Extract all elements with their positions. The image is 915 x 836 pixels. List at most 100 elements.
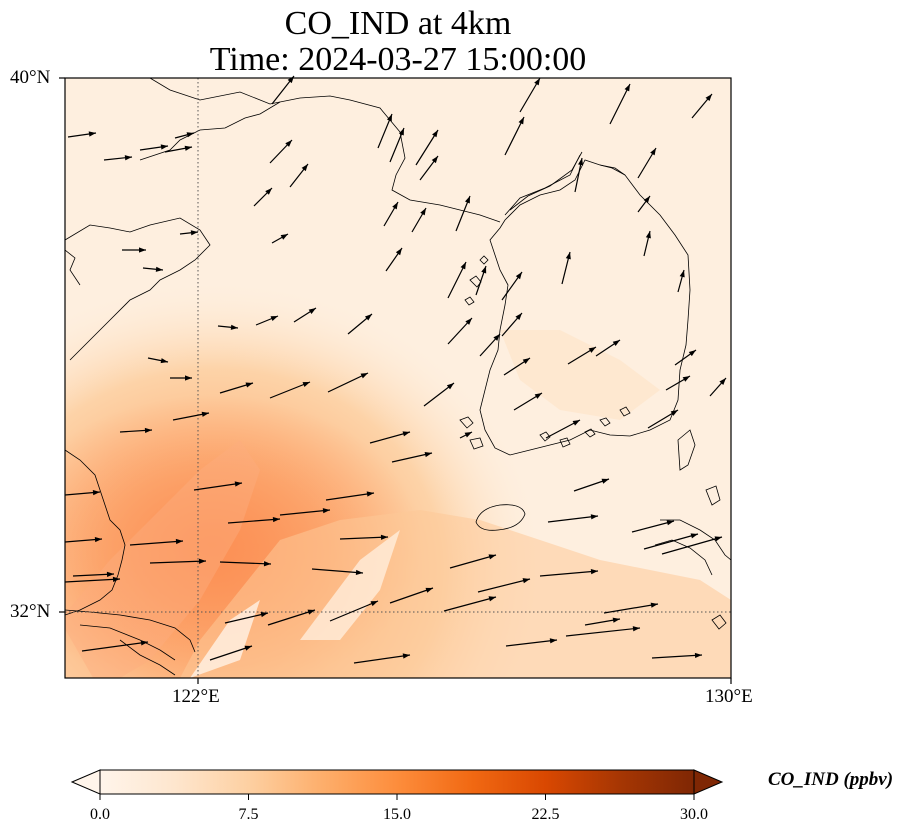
wind-arrowhead: [184, 145, 192, 151]
wind-arrowhead: [186, 132, 194, 138]
wind-arrowhead: [549, 638, 557, 644]
wind-arrowhead: [201, 411, 209, 417]
wind-arrowhead: [688, 350, 696, 357]
wind-arrowhead: [392, 202, 398, 210]
wind-arrowhead: [307, 609, 315, 615]
wind-arrowhead: [534, 78, 540, 86]
wind-vectors: [64, 75, 727, 664]
wind-arrowhead: [670, 410, 678, 416]
wind-arrowhead: [308, 308, 316, 314]
wind-arrowhead: [302, 382, 310, 388]
wind-arrowhead: [260, 612, 268, 618]
wind-arrow: [477, 578, 531, 593]
wind-arrow: [209, 645, 253, 661]
wind-arrowhead: [666, 520, 674, 526]
colorbar-label: CO_IND (ppbv): [768, 769, 894, 790]
wind-arrowhead: [106, 571, 114, 577]
wind-arrowhead: [139, 247, 146, 253]
wind-arrowhead: [380, 534, 388, 540]
map-title-line1: CO_IND at 4km: [284, 5, 512, 42]
wind-arrowhead: [244, 645, 252, 651]
concentration-field: [65, 78, 731, 678]
wind-arrow: [389, 587, 434, 604]
wind-arrow: [279, 509, 331, 516]
wind-arrowhead: [280, 234, 288, 240]
wind-arrow: [505, 639, 558, 647]
wind-arrowhead: [420, 208, 426, 216]
wind-arrowhead: [719, 378, 726, 385]
wind-arrowhead: [578, 158, 584, 166]
wind-arrowhead: [395, 248, 402, 256]
wind-arrowhead: [366, 491, 374, 497]
wind-arrowhead: [301, 164, 308, 172]
wind-arrowhead: [402, 431, 410, 437]
wind-arrowhead: [112, 576, 120, 582]
wind-arrowhead: [398, 128, 404, 136]
wind-arrowhead: [386, 114, 392, 122]
wind-arrowhead: [590, 569, 598, 575]
map-title-line2: Time: 2024-03-27 15:00:00: [209, 41, 587, 78]
gridlines: [65, 78, 731, 678]
wind-arrowhead: [632, 626, 640, 632]
wind-arrow: [547, 515, 599, 523]
wind-arrow: [149, 560, 207, 564]
wind-arrow: [224, 612, 269, 624]
wind-arrowhead: [612, 617, 620, 623]
wind-arrowhead: [624, 84, 630, 92]
wind-arrowhead: [245, 382, 253, 388]
wind-arrowhead: [424, 452, 432, 458]
wind-arrowhead: [522, 578, 530, 584]
wind-arrowhead: [94, 536, 102, 543]
wind-arrowhead: [481, 266, 487, 274]
wind-arrowhead: [370, 601, 378, 607]
wind-arrow: [651, 654, 703, 659]
wind-arrow: [219, 561, 272, 565]
wind-arrowhead: [402, 653, 410, 659]
lat-label-32n: 32°N: [10, 601, 51, 622]
colorbar-tick-0: 0.0: [90, 806, 110, 823]
wind-arrow: [449, 554, 497, 569]
wind-arrowhead: [460, 262, 466, 270]
wind-arrow: [64, 578, 121, 583]
wind-arrow: [269, 381, 311, 399]
wind-arrowhead: [263, 561, 271, 567]
wind-arrowhead: [518, 117, 524, 125]
lon-label-122e: 122°E: [172, 686, 220, 707]
wind-arrowhead: [272, 516, 280, 523]
wind-arrowhead: [144, 427, 152, 434]
wind-arrow: [504, 116, 525, 156]
wind-arrowhead: [270, 316, 278, 322]
wind-arrowhead: [650, 148, 656, 156]
wind-arrowhead: [160, 358, 168, 364]
wind-arrowhead: [645, 231, 651, 239]
wind-arrowhead: [534, 393, 542, 399]
wind-arrowhead: [488, 554, 496, 560]
wind-arrowhead: [360, 373, 368, 379]
wind-arrowhead: [515, 313, 522, 320]
wind-arrow: [661, 536, 723, 555]
wind-arrowhead: [431, 156, 438, 164]
lon-label-130e: 130°E: [705, 686, 753, 707]
wind-arrowhead: [572, 420, 580, 426]
colorbar-tick-4: 30.0: [680, 806, 708, 823]
wind-arrowhead: [714, 536, 722, 542]
wind-arrowhead: [515, 272, 522, 280]
wind-arrowhead: [446, 383, 454, 390]
wind-arrowhead: [612, 340, 620, 347]
wind-arrowhead: [694, 652, 702, 659]
lat-label-40n: 40°N: [10, 67, 51, 88]
wind-arrowhead: [682, 376, 690, 382]
wind-arrow: [329, 600, 379, 622]
wind-arrowhead: [140, 640, 148, 646]
wind-arrowhead: [155, 266, 163, 272]
wind-arrowhead: [643, 196, 650, 204]
wind-arrow: [443, 596, 497, 612]
wind-arrowhead: [198, 558, 206, 564]
wind-arrowhead: [355, 569, 363, 576]
wind-arrow: [643, 533, 699, 550]
wind-arrowhead: [88, 131, 96, 137]
wind-arrow: [325, 492, 375, 501]
wind-arrowhead: [465, 318, 472, 325]
wind-arrowhead: [705, 94, 712, 102]
